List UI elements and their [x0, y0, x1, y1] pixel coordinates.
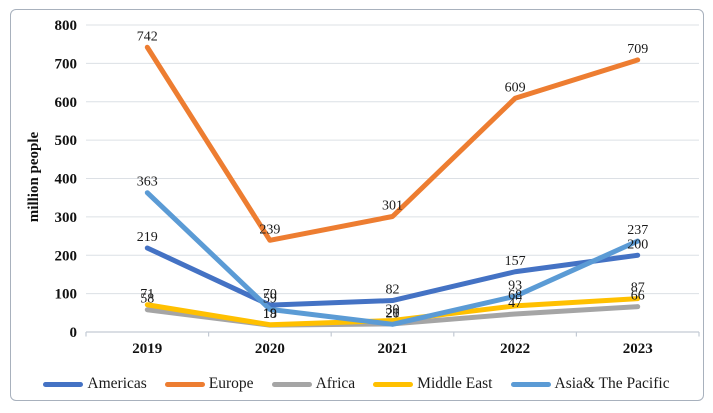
data-label: 47 [508, 296, 522, 311]
x-tick-label-2023: 2023 [623, 341, 653, 357]
legend-label: Middle East [417, 375, 493, 392]
x-tick-label-2022: 2022 [500, 341, 530, 357]
y-tick-label-500: 500 [55, 133, 78, 149]
legend-label: Europe [208, 375, 254, 392]
data-label: 66 [631, 289, 645, 304]
data-label: 237 [627, 223, 648, 238]
y-tick-label-300: 300 [55, 210, 78, 226]
data-label: 200 [627, 237, 648, 252]
data-label: 239 [259, 222, 280, 237]
data-label: 71 [140, 287, 154, 302]
x-tick-label-2021: 2021 [378, 341, 408, 357]
data-label: 59 [263, 291, 277, 306]
legend-swatch [43, 381, 84, 387]
y-tick-label-400: 400 [55, 172, 78, 188]
data-label: 301 [382, 198, 403, 213]
y-axis-title: million people [26, 131, 42, 222]
data-label: 70 [263, 287, 277, 302]
legend-item-middle-east: Middle East [373, 375, 493, 393]
data-label: 157 [505, 254, 526, 269]
series-lines [144, 44, 641, 328]
gridlines [86, 24, 699, 295]
data-label: 18 [263, 307, 277, 322]
data-label: 68 [508, 288, 522, 303]
y-tick-label-100: 100 [55, 287, 78, 303]
series-line-europe [144, 44, 641, 243]
legend-label: Asia& The Pacific [554, 375, 670, 392]
legend-label: Americas [87, 375, 147, 392]
legend-item-africa: Africa [271, 375, 356, 393]
legend-swatch [164, 381, 205, 387]
legend-item-asia-the-pacific: Asia& The Pacific [510, 375, 670, 393]
legend-item-americas: Americas [43, 375, 147, 393]
data-label: 742 [137, 29, 158, 44]
legend-swatch [510, 381, 551, 387]
legend-swatch [271, 381, 312, 387]
data-label: 87 [631, 281, 645, 296]
data-labels: 219 70 82 157 200 742 239 301 609 709 58 18 21 47 66 71… [137, 29, 648, 322]
data-label: 58 [140, 292, 154, 307]
chart-legend: Americas Europe Africa Middle East Asia& The… [0, 372, 713, 396]
data-label: 21 [386, 306, 400, 321]
data-label: 30 [386, 302, 400, 317]
legend-label: Africa [315, 375, 356, 392]
data-label: 19 [263, 307, 277, 322]
series-line-middle-east [144, 296, 641, 328]
data-label: 709 [627, 42, 648, 57]
series-line-americas [144, 245, 641, 308]
y-tick-label-0: 0 [70, 325, 78, 341]
series-line-asia-the-pacific [144, 190, 641, 327]
data-label: 93 [508, 278, 522, 293]
x-tick-label-2019: 2019 [132, 341, 162, 357]
data-label: 20 [386, 306, 400, 321]
y-tick-label-800: 800 [55, 18, 78, 34]
data-label: 219 [137, 230, 158, 245]
data-label: 609 [505, 80, 526, 95]
legend-swatch [373, 381, 414, 387]
y-tick-label-200: 200 [55, 248, 78, 264]
y-tick-label-700: 700 [55, 56, 78, 72]
data-label: 82 [386, 283, 400, 298]
data-label: 363 [137, 175, 158, 190]
y-tick-label-600: 600 [55, 95, 78, 111]
legend-item-europe: Europe [164, 375, 254, 393]
x-tick-label-2020: 2020 [255, 341, 285, 357]
